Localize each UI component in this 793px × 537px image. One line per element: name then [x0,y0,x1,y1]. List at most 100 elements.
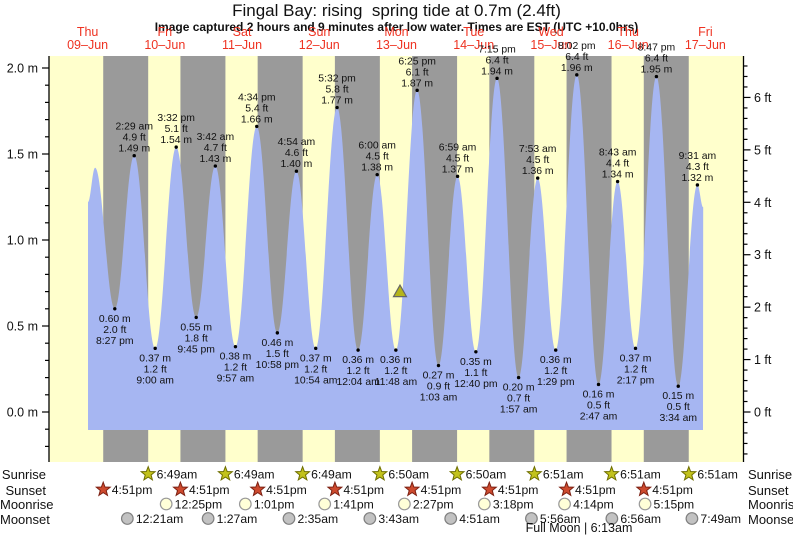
tide-annotation-line: 1.95 m [641,65,673,76]
day-of-week: Sun [308,25,331,39]
day-date: 15–Jun [530,38,572,52]
day-of-week: Fri [698,25,713,39]
sunrise-icon [448,465,466,482]
tide-extreme-dot [436,363,441,368]
astro-row-label-sunrise: Sunrise [748,467,793,482]
tide-annotation-line: 12:04 am [336,377,379,388]
sunrise-time: 6:51am [697,467,738,481]
day-of-week: Sat [232,25,252,39]
tide-annotation-line: 1.5 ft [266,349,289,360]
day-of-week: Thu [76,25,99,39]
moonset-time: 7:49am [700,512,741,526]
tide-annotation-line: 6:59 am [439,142,477,153]
tide-extreme-dot [554,348,558,352]
sunrise-icon [371,465,389,482]
day-date: 09–Jun [67,38,109,52]
tide-annotation: 6:00 am4.5 ft1.38 m [358,141,396,174]
tide-annotation: 0.15 m0.5 ft3:34 am [659,391,697,424]
tide-extreme-dot [233,344,238,349]
tide-annotation-line: 1.40 m [281,159,313,170]
tide-annotation-line: 1.54 m [160,135,192,146]
tide-annotation-line: 2.0 ft [103,325,126,336]
moonrise-time: 2:27pm [413,497,454,511]
day-of-week: Fri [157,25,173,39]
tide-annotation: 9:31 am4.3 ft1.32 m [679,151,717,184]
sunset-time: 4:51pm [652,483,693,497]
tide-annotation-line: 9:31 am [679,151,717,162]
y-axis-label-m: 0.0 m [7,406,38,420]
tide-extreme-dot [455,174,460,179]
tide-annotation-line: 0.36 m [540,355,572,366]
current-tide-marker-icon [392,283,408,298]
tide-extreme-dot [132,154,136,158]
tide-annotation-line: 0.16 m [583,389,615,400]
sunrise-time: 6:51am [543,467,584,481]
tide-annotation-line: 8:27 pm [96,336,134,347]
moonrise-time: 3:18pm [493,497,534,511]
sunrise-icon [603,465,620,482]
moonset-icon [120,512,134,525]
day-label: Thu 16–Jun [590,26,667,52]
tide-annotation-line: 12:40 pm [454,379,497,390]
tide-annotation-line: 1.43 m [199,154,231,165]
tide-annotation-line: 1.2 ft [304,364,327,375]
moonset-icon [605,512,619,525]
y-axis-label-ft: 0 ft [754,406,772,420]
tide-extreme-dot [174,145,178,149]
tide-annotation-line: 1.49 m [118,144,150,155]
moonset-icon [201,512,215,525]
tide-annotation-line: 4.3 ft [686,162,709,173]
tide-annotation-line: 4.5 ft [446,153,469,164]
tide-annotation-line: 0.37 m [620,353,652,364]
tide-extreme-dot [516,375,521,380]
tide-annotation-line: 10:54 am [294,375,337,386]
tide-extreme-dot [575,73,579,77]
tide-annotation-line: 0.7 ft [507,394,530,405]
tide-extreme-dot [375,172,379,177]
tide-annotation-line: 0.9 ft [427,382,450,393]
tide-extreme-dot [213,164,218,168]
sunset-time: 4:51pm [112,483,153,497]
tide-annotation-line: 9:45 pm [177,344,215,355]
tide-annotation-line: 1:29 pm [537,377,575,388]
sunrise-icon [139,465,157,482]
tide-annotation-line: 3:42 am [197,132,235,143]
tide-annotation-line: 0.46 m [261,338,293,349]
tide-annotation-line: 5.8 ft [326,85,349,96]
tide-annotation-line: 1.96 m [561,63,593,74]
sunset-time: 4:51pm [189,483,230,497]
y-axis-label-m: 1.5 m [7,148,38,162]
tide-annotation: 6:59 am4.5 ft1.37 m [439,142,477,175]
tide-extreme-dot [676,384,680,388]
tide-annotation-line: 0.38 m [220,352,252,363]
moonrise-time: 1:41pm [333,497,374,511]
astro-row-label-moonrise: Moonrise [748,497,793,512]
tide-annotation-line: 1.2 ft [624,364,647,375]
tide-annotation-line: 4.6 ft [285,148,308,159]
page-subtitle: Image captured 2 hours and 9 minutes aft… [154,20,639,34]
tide-annotation-line: 1.2 ft [544,366,567,377]
sunrise-time: 6:51am [620,467,661,481]
tide-annotation-line: 1.2 ft [384,366,407,377]
moonset-icon [363,512,377,525]
tide-annotation: 0.60 m2.0 ft8:27 pm [96,314,134,347]
sunset-time: 4:51pm [498,483,539,497]
moonrise-icon [159,497,173,511]
tide-annotation-line: 6.4 ft [645,54,668,65]
tide-annotation-line: 4:54 am [278,137,316,148]
tide-annotation-line: 1.94 m [481,66,513,77]
y-axis-label-m: 0.5 m [7,320,38,334]
tide-annotation-line: 0.36 m [342,355,374,366]
tide-annotation: 3:32 pm5.1 ft1.54 m [157,113,195,146]
tide-annotation: 0.55 m1.8 ft9:45 pm [177,322,215,355]
moonset-time: 5:56am [540,512,581,526]
sunrise-time: 6:50am [466,467,507,481]
moonset-icon [444,512,458,525]
tide-extreme-dot [335,105,339,110]
y-axis-label-ft: 4 ft [754,196,772,210]
sunset-icon [172,480,189,497]
moonset-time: 2:35am [297,512,338,526]
moonset-time: 1:27am [217,512,258,526]
